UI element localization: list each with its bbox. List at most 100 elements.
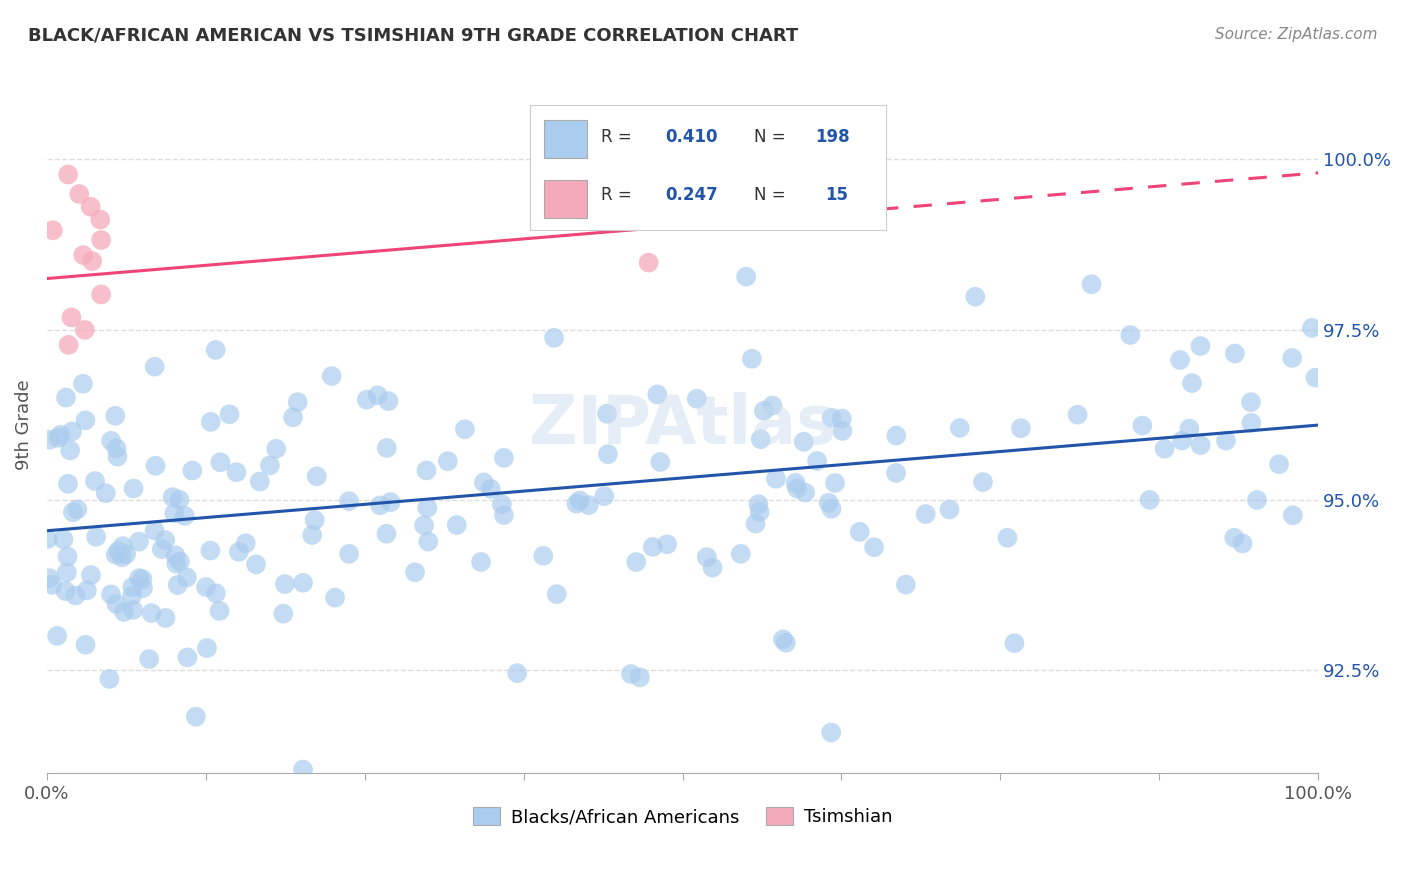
- Point: [578, 498, 600, 512]
- Point: [94, 486, 117, 500]
- Point: [894, 577, 917, 591]
- Point: [59, 443, 82, 458]
- Point: [806, 454, 828, 468]
- Point: [60, 310, 83, 325]
- Point: [228, 545, 250, 559]
- Point: [543, 331, 565, 345]
- Point: [100, 587, 122, 601]
- Point: [472, 475, 495, 490]
- Point: [56, 476, 79, 491]
- Point: [1215, 434, 1237, 448]
- Point: [596, 447, 619, 461]
- Point: [761, 399, 783, 413]
- Point: [741, 351, 763, 366]
- Point: [281, 410, 304, 425]
- Point: [162, 490, 184, 504]
- Point: [368, 499, 391, 513]
- Point: [90, 287, 112, 301]
- Point: [235, 536, 257, 550]
- Point: [786, 482, 808, 496]
- Point: [150, 542, 173, 557]
- Y-axis label: 9th Grade: 9th Grade: [15, 380, 32, 470]
- Point: [565, 497, 588, 511]
- Point: [143, 359, 166, 374]
- Point: [173, 508, 195, 523]
- Point: [454, 422, 477, 436]
- Point: [696, 550, 718, 565]
- Legend: Blacks/African Americans, Tsimshian: Blacks/African Americans, Tsimshian: [465, 799, 900, 833]
- Point: [143, 524, 166, 538]
- Point: [1168, 353, 1191, 368]
- Point: [323, 591, 346, 605]
- Point: [75, 638, 97, 652]
- Point: [831, 424, 853, 438]
- Point: [775, 636, 797, 650]
- Point: [377, 394, 399, 409]
- Point: [46, 431, 69, 445]
- Point: [73, 323, 96, 337]
- Point: [831, 411, 853, 425]
- Point: [195, 640, 218, 655]
- Point: [938, 502, 960, 516]
- Point: [863, 540, 886, 554]
- Point: [104, 409, 127, 423]
- Point: [291, 575, 314, 590]
- Point: [1268, 457, 1291, 471]
- Point: [321, 369, 343, 384]
- Point: [914, 507, 936, 521]
- Point: [165, 549, 187, 563]
- Point: [380, 495, 402, 509]
- Point: [41, 578, 63, 592]
- Point: [1240, 395, 1263, 409]
- Point: [38, 433, 60, 447]
- Point: [132, 581, 155, 595]
- Point: [772, 632, 794, 647]
- Point: [72, 248, 94, 262]
- Point: [641, 540, 664, 554]
- Point: [820, 501, 842, 516]
- Point: [492, 508, 515, 522]
- Point: [301, 528, 323, 542]
- Point: [404, 566, 426, 580]
- Point: [200, 543, 222, 558]
- Point: [820, 410, 842, 425]
- Point: [749, 432, 772, 446]
- Point: [46, 629, 69, 643]
- Point: [56, 549, 79, 564]
- Point: [1153, 442, 1175, 456]
- Point: [287, 395, 309, 409]
- Point: [218, 407, 240, 421]
- Point: [637, 255, 659, 269]
- Point: [60, 425, 83, 439]
- Point: [264, 442, 287, 456]
- Point: [1301, 321, 1323, 335]
- Point: [626, 555, 648, 569]
- Point: [506, 666, 529, 681]
- Point: [972, 475, 994, 489]
- Point: [66, 502, 89, 516]
- Point: [195, 580, 218, 594]
- Point: [1240, 416, 1263, 430]
- Point: [1305, 370, 1327, 384]
- Point: [105, 442, 128, 456]
- Point: [744, 516, 766, 531]
- Point: [128, 534, 150, 549]
- Point: [169, 492, 191, 507]
- Point: [748, 505, 770, 519]
- Point: [1232, 536, 1254, 550]
- Point: [145, 458, 167, 473]
- Point: [817, 496, 839, 510]
- Point: [531, 549, 554, 563]
- Text: Source: ZipAtlas.com: Source: ZipAtlas.com: [1215, 27, 1378, 42]
- Point: [163, 506, 186, 520]
- Point: [155, 611, 177, 625]
- Point: [98, 672, 121, 686]
- Point: [111, 550, 134, 565]
- Point: [90, 233, 112, 247]
- Point: [593, 489, 616, 503]
- Point: [155, 533, 177, 547]
- Point: [42, 223, 65, 237]
- Point: [416, 500, 439, 515]
- Point: [568, 493, 591, 508]
- Point: [356, 392, 378, 407]
